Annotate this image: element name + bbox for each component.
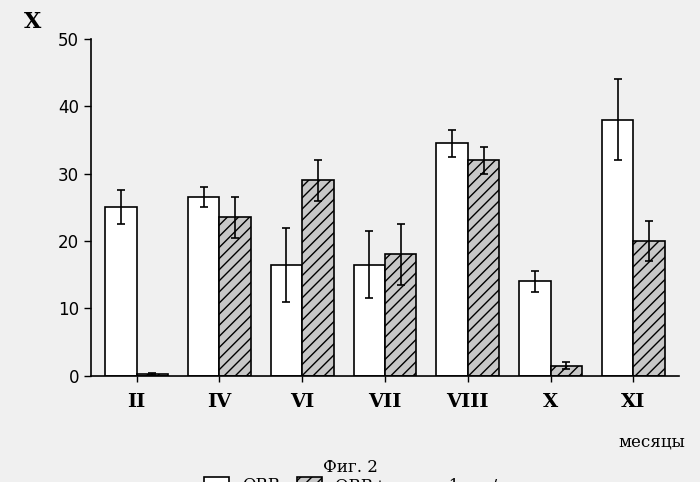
Bar [436, 143, 468, 376]
Bar [468, 160, 499, 376]
Bar [634, 241, 665, 376]
Bar [188, 197, 219, 376]
Bar [385, 254, 416, 376]
Bar [519, 281, 551, 376]
Bar [105, 207, 136, 376]
Text: Фиг. 2: Фиг. 2 [323, 459, 377, 476]
Bar [602, 120, 634, 376]
Bar [354, 265, 385, 376]
Text: месяцы: месяцы [618, 433, 685, 450]
Bar [302, 180, 334, 376]
Legend: ОВВ, ОВВ+ децис 1мкг/л: ОВВ, ОВВ+ децис 1мкг/л [199, 472, 512, 482]
Bar [271, 265, 302, 376]
Bar [219, 217, 251, 376]
Bar [551, 366, 582, 376]
Bar [136, 374, 168, 376]
Text: X: X [24, 11, 41, 33]
